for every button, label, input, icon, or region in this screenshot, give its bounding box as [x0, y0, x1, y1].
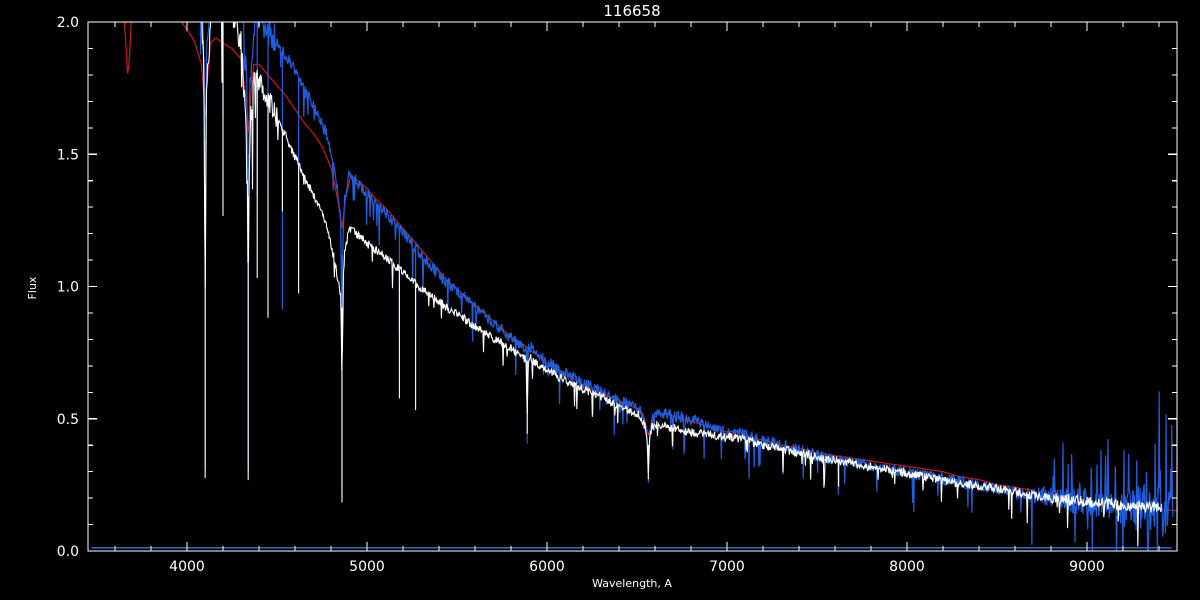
x-tick-label: 7000 — [709, 559, 745, 575]
x-axis-title: Wavelength, A — [592, 577, 672, 590]
spectra-data-layer — [91, 22, 1177, 551]
y-tick-label: 1.0 — [57, 280, 79, 296]
page-title: 116658 — [603, 2, 660, 20]
y-tick-label: 0.5 — [57, 412, 79, 428]
y-tick-label: 2.0 — [57, 15, 79, 31]
x-tick-label: 5000 — [349, 559, 385, 575]
x-tick-label: 9000 — [1069, 559, 1105, 575]
x-tick-label: 8000 — [889, 559, 925, 575]
series-model-spectrum-red — [123, 22, 1177, 512]
x-axis-tick-labels: 4000 5000 6000 7000 8000 9000 — [169, 559, 1105, 575]
x-tick-label: 6000 — [529, 559, 565, 575]
y-axis-tick-labels: 0.0 0.5 1.0 1.5 2.0 — [57, 15, 79, 560]
series-observed-spectrum-white — [201, 22, 1163, 547]
y-tick-label: 0.0 — [57, 544, 79, 560]
y-axis-title: Flux — [26, 276, 39, 299]
x-tick-label: 4000 — [169, 559, 205, 575]
axis-frame — [87, 21, 1178, 552]
y-tick-label: 1.5 — [57, 147, 79, 163]
